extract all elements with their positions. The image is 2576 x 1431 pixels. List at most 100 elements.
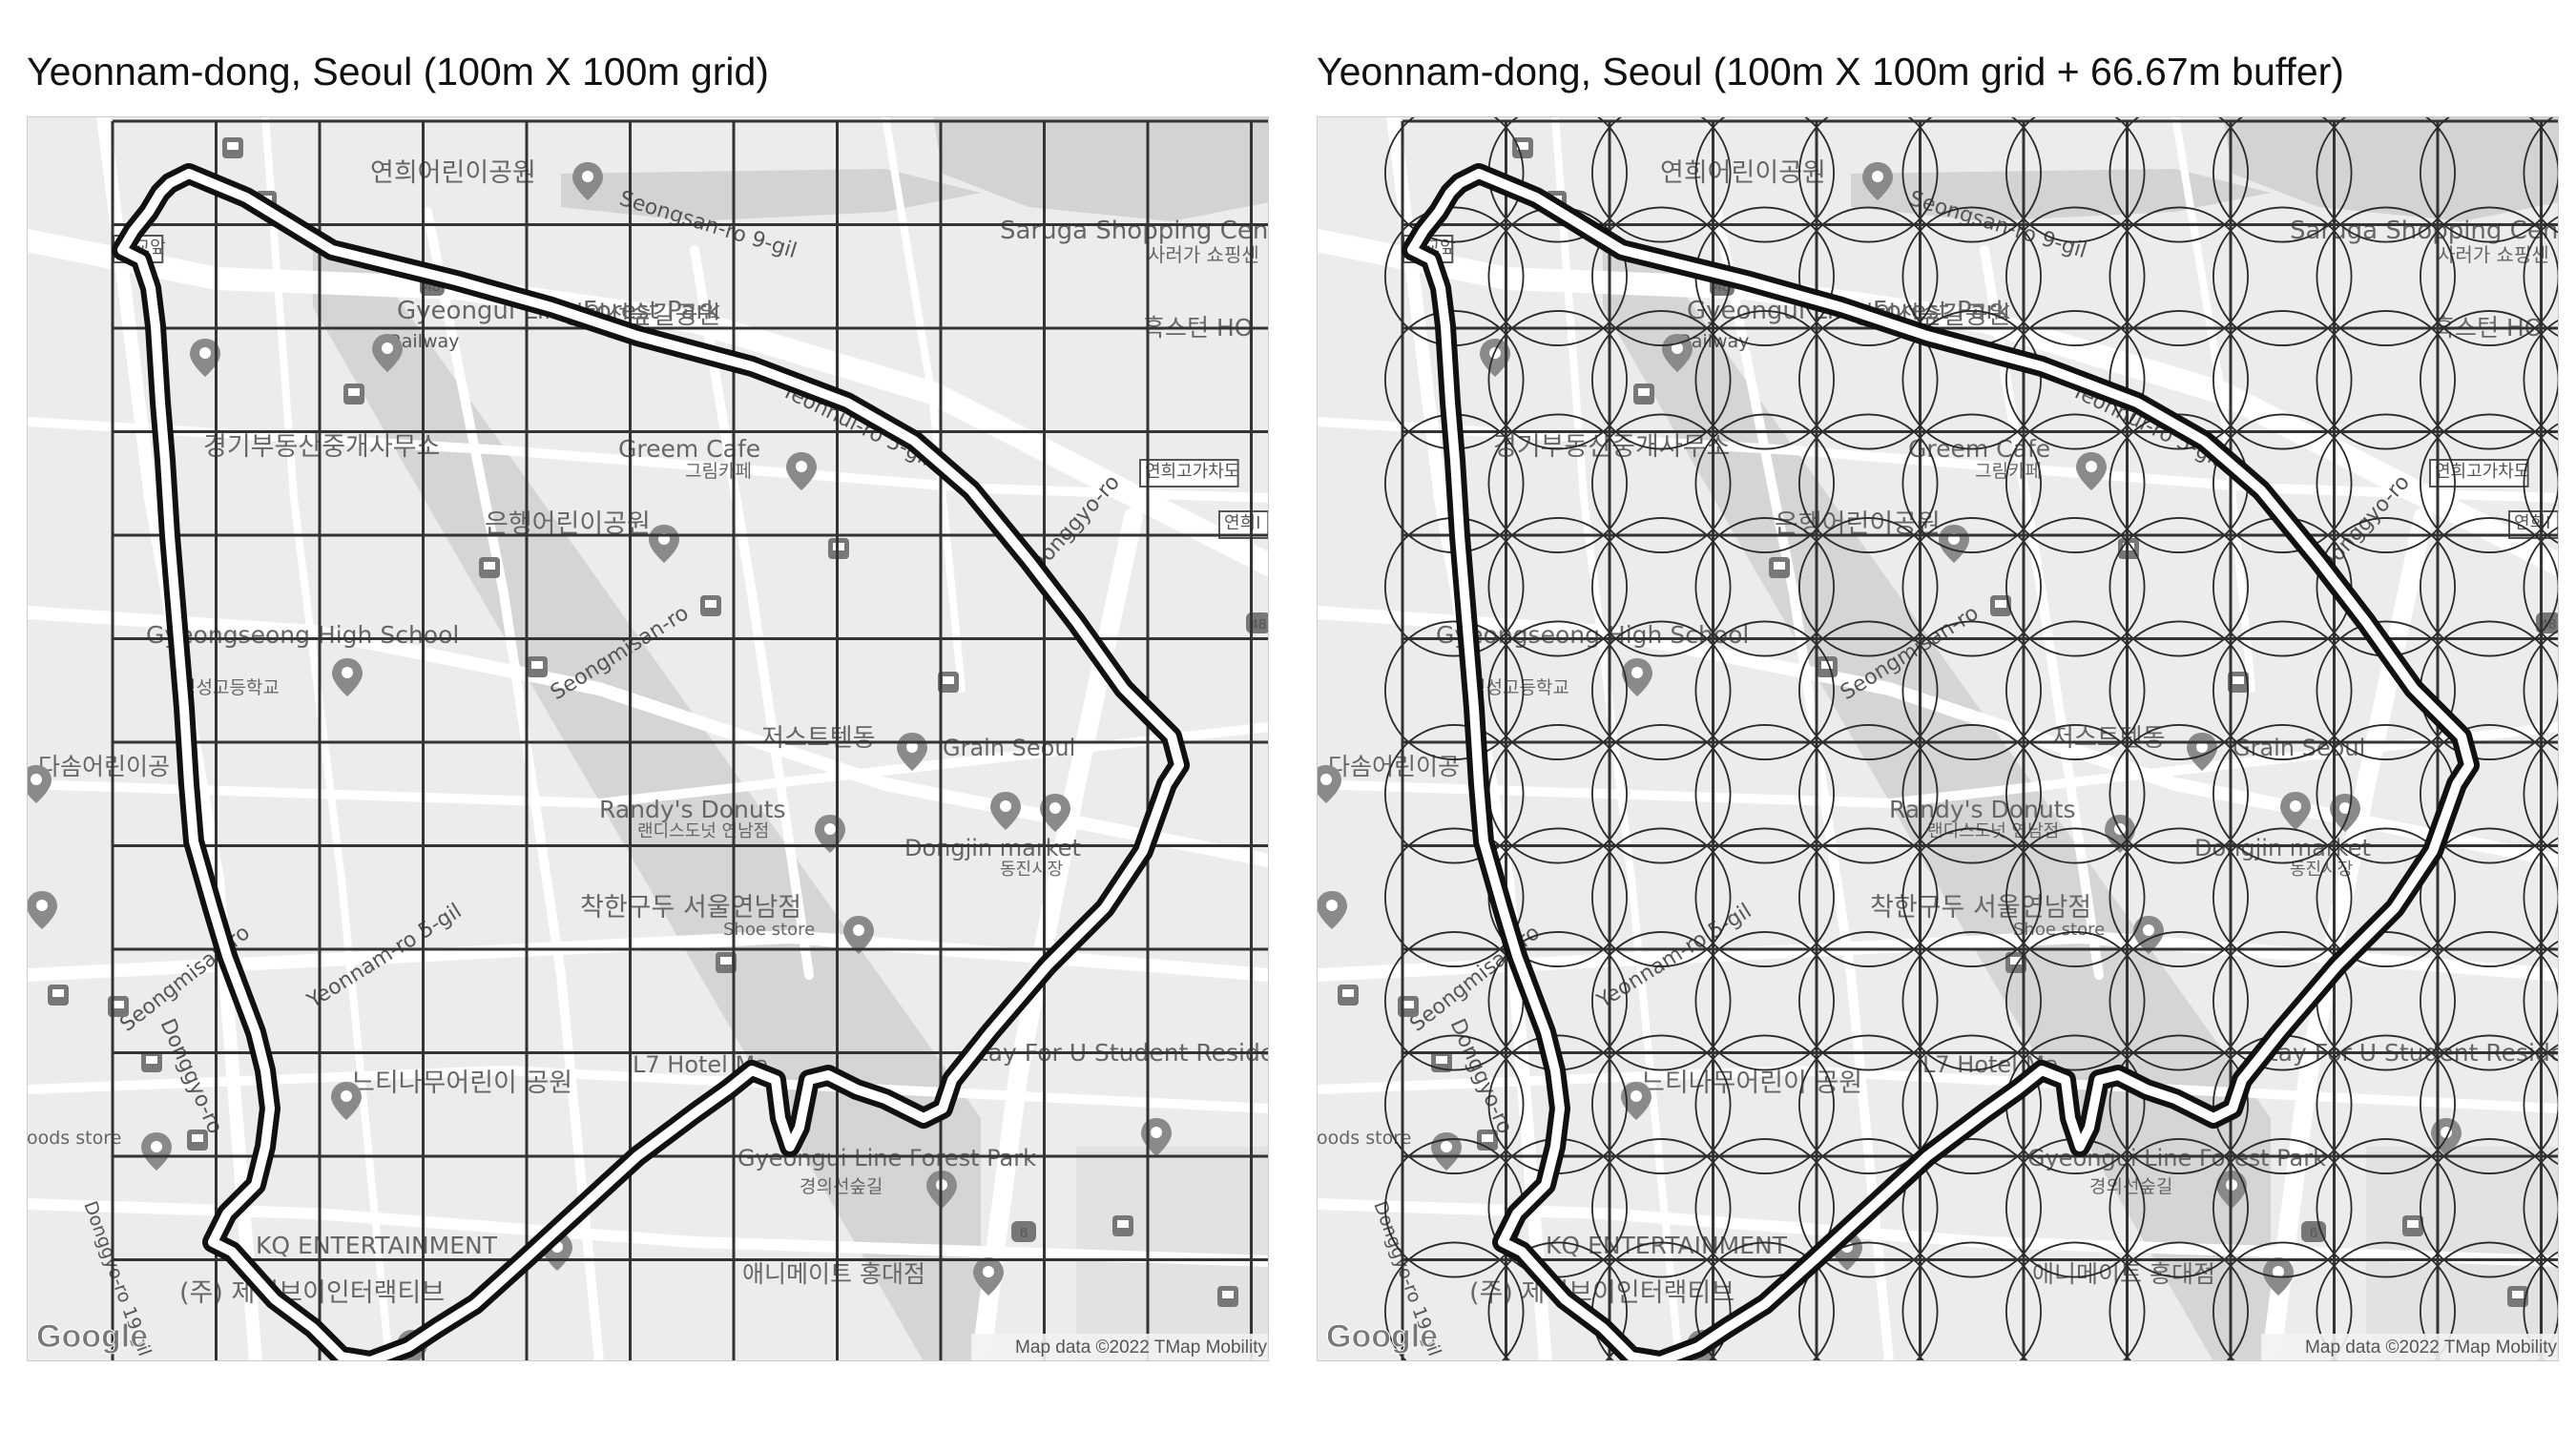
bus-stop-window (1117, 1220, 1129, 1228)
bus-stop-icon[interactable] (187, 1130, 208, 1151)
place-marker-icon[interactable] (1431, 1132, 1462, 1171)
google-logo: Google (1326, 1318, 1438, 1355)
bus-stop-icon[interactable] (1338, 985, 1359, 1006)
place-marker-icon[interactable] (2280, 792, 2311, 830)
road (27, 417, 1269, 503)
map-label: 경의선숲길 (800, 1176, 883, 1197)
place-marker-icon[interactable] (1040, 794, 1070, 832)
place-marker-icon[interactable] (2330, 794, 2360, 832)
map-label: (주) 제이브이인터랙티브 (179, 1278, 445, 1308)
buffer-circle (2005, 724, 2146, 864)
bus-stop-icon[interactable] (479, 557, 500, 578)
place-marker-dot (1872, 171, 1883, 182)
place-marker-icon[interactable] (27, 765, 52, 803)
map-label: 착한구두 서울연남점 (580, 893, 801, 923)
place-marker-dot (1441, 1141, 1452, 1152)
bus-stop-icon[interactable] (527, 656, 548, 677)
buffer-circle (2109, 1138, 2249, 1278)
road (1317, 417, 2559, 503)
place-marker-icon[interactable] (27, 891, 57, 929)
map-label: Randy's Donuts (1889, 796, 2076, 823)
bus-stop-icon[interactable] (2507, 1286, 2528, 1307)
buffer-circle (2316, 206, 2456, 346)
place-marker-icon[interactable] (1317, 891, 1347, 929)
place-marker-icon[interactable] (331, 1082, 362, 1120)
bus-stop-icon[interactable] (1817, 656, 1838, 677)
place-marker-icon[interactable] (2076, 452, 2107, 490)
map-label: 착한구두 서울연남점 (1870, 893, 2091, 923)
map-label-box-frame (1139, 459, 1239, 487)
place-marker-icon[interactable] (1862, 162, 1893, 200)
bus-stop-icon[interactable] (1990, 595, 2011, 616)
buffer-circle (1591, 1034, 1732, 1174)
bus-stop-icon[interactable] (48, 985, 69, 1006)
bus-stop-icon[interactable] (1633, 384, 1654, 404)
bus-stop-window (1995, 600, 2006, 608)
map-label: 경기부동산중개사무소 (203, 432, 440, 462)
place-marker-icon[interactable] (372, 334, 403, 372)
route-badge: 6 (1011, 1221, 1036, 1242)
buffer-circle (1487, 620, 1628, 760)
place-marker-icon[interactable] (190, 339, 220, 377)
bus-stop-icon[interactable] (108, 996, 129, 1017)
buffer-circle (2316, 1241, 2456, 1361)
buffer-circle (2523, 1147, 2559, 1270)
place-marker-icon[interactable] (1662, 334, 1693, 372)
study-area-boundary (112, 163, 1190, 1361)
place-marker-dot (2196, 741, 2208, 753)
bus-stop-icon[interactable] (2402, 1215, 2423, 1236)
place-marker-icon[interactable] (1622, 658, 1652, 696)
buffer-circle (2316, 827, 2456, 967)
buffer-circle (2316, 310, 2456, 450)
bus-stop-icon[interactable] (343, 384, 364, 404)
bus-stop-icon[interactable] (1769, 557, 1790, 578)
bus-stop-icon[interactable] (700, 595, 721, 616)
map-label: 연희어린이공원 (1660, 158, 1826, 188)
place-marker-icon[interactable] (973, 1257, 1004, 1296)
bus-stop-icon[interactable] (1512, 137, 1533, 158)
place-marker-icon[interactable] (843, 916, 874, 954)
place-marker-icon[interactable] (990, 792, 1021, 830)
route-badge-label: 6 (1020, 1225, 1028, 1241)
buffer-circle (2212, 206, 2353, 346)
place-marker-icon[interactable] (141, 1132, 172, 1171)
buffer-circle (2212, 620, 2353, 760)
buffer-circle (1591, 413, 1732, 553)
place-marker-icon[interactable] (2133, 916, 2164, 954)
road (2171, 116, 2255, 693)
buffer-circle (1384, 724, 1525, 864)
bus-stop-window (943, 676, 954, 684)
bus-stop-icon[interactable] (222, 137, 243, 158)
buffer-circle (1694, 724, 1835, 864)
map-label: Shoe store (723, 920, 815, 940)
place-marker-dot (983, 1266, 994, 1277)
place-marker-icon[interactable] (332, 658, 363, 696)
map-label: 경성고등학교 (1469, 677, 1569, 698)
bus-stop-window (1342, 989, 1354, 997)
bus-stop-icon[interactable] (141, 1051, 162, 1072)
buffer-circle (2316, 413, 2456, 553)
bus-stop-icon[interactable] (716, 952, 737, 973)
bus-stop-icon[interactable] (1398, 996, 1419, 1017)
buffer-circle (2212, 724, 2353, 864)
place-marker-dot (1320, 774, 1332, 785)
buffer-circle (1901, 116, 2042, 243)
bus-stop-icon[interactable] (1217, 1286, 1238, 1307)
buffer-circle (2005, 827, 2146, 967)
place-marker-icon[interactable] (1621, 1082, 1652, 1120)
bus-stop-icon[interactable] (2228, 672, 2249, 693)
place-marker-dot (1326, 900, 1338, 911)
buffer-circle (1591, 517, 1732, 657)
buffer-circle (2523, 1043, 2559, 1166)
water-area (561, 169, 981, 221)
buffer-circle (1384, 620, 1525, 760)
place-marker-icon[interactable] (1317, 765, 1341, 803)
place-marker-icon[interactable] (1480, 339, 1510, 377)
bus-stop-icon[interactable] (1112, 1215, 1133, 1236)
panel-title-left: Yeonnam-dong, Seoul (100m X 100m grid) (27, 50, 769, 93)
bus-stop-icon[interactable] (938, 672, 959, 693)
place-marker-icon[interactable] (572, 162, 603, 200)
place-marker-icon[interactable] (786, 452, 817, 490)
